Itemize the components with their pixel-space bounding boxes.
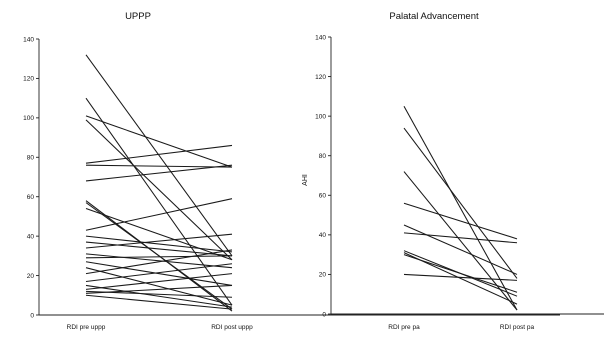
chart1-series-line-21 [85,284,233,308]
chart1-series-line-6 [85,164,233,168]
chart1-series-line-1 [85,54,233,257]
chart1-series-line-25 [85,294,233,310]
chart1-y-tick-label: 120 [23,76,34,83]
chart2-y-tick-label: 120 [315,74,326,81]
chart1-y-tick-label: 0 [30,312,34,319]
chart1-category-label: RDI post uppp [211,324,253,331]
chart1-series-line-15 [85,253,233,269]
chart1-title: UPPP [125,11,151,22]
chart2-y-axis-label: AHI [302,174,309,186]
chart2-y-tick-label: 140 [315,34,326,41]
chart1-series-line-18 [85,267,233,306]
chart2-series-line-6 [403,232,518,244]
chart1-series-line-17 [85,261,233,286]
chart1-y-tick-label: 80 [27,155,35,162]
chart1-series-line-14 [85,233,233,249]
chart1-series-line-16 [85,255,233,259]
chart1-series-line-9 [85,202,233,310]
chart1-series-line-20 [85,263,233,283]
chart2-title: Palatal Advancement [389,11,479,22]
chart2-series-line-9 [403,254,518,293]
chart2-y-tick-label: 40 [319,232,327,239]
chart1-y-tick-label: 20 [27,273,35,280]
chart1-y-tick-label: 100 [23,115,34,122]
chart1-series-line-10 [85,208,233,261]
chart1-y-tick-label: 40 [27,233,35,240]
chart2-series-line-2 [403,127,518,279]
chart2-y-tick-label: 80 [319,153,327,160]
chart1-series-line-11 [85,198,233,231]
chart2-category-label: RDI pre pa [388,324,420,331]
chart2-y-tick-label: 60 [319,193,327,200]
chart1-series-line-12 [85,235,233,253]
chart1-series-line-7 [85,164,233,182]
chart2-y-tick-label: 100 [315,113,326,120]
chart1-series-line-3 [85,115,233,168]
chart2-y-tick-label: 0 [322,311,326,318]
chart2-y-tick-label: 20 [319,272,327,279]
chart1-series-line-19 [85,249,233,275]
chart2-series-line-10 [403,273,518,281]
chart2-series-line-5 [403,224,518,275]
chart1-y-tick-label: 60 [27,194,35,201]
chart2-category-label: RDI post pa [500,324,535,331]
chart1-y-tick-label: 140 [23,36,34,43]
chart1-category-label: RDI pre uppp [67,324,106,331]
chart2-series-line-3 [403,171,518,311]
chart2-series-line-1 [403,105,518,311]
chart1-series-line-22 [85,273,233,290]
chart1-series-line-5 [85,144,233,164]
chart2-series-line-4 [403,202,518,240]
chart1-series-line-2 [85,97,233,306]
chart1-series-line-24 [85,284,233,294]
